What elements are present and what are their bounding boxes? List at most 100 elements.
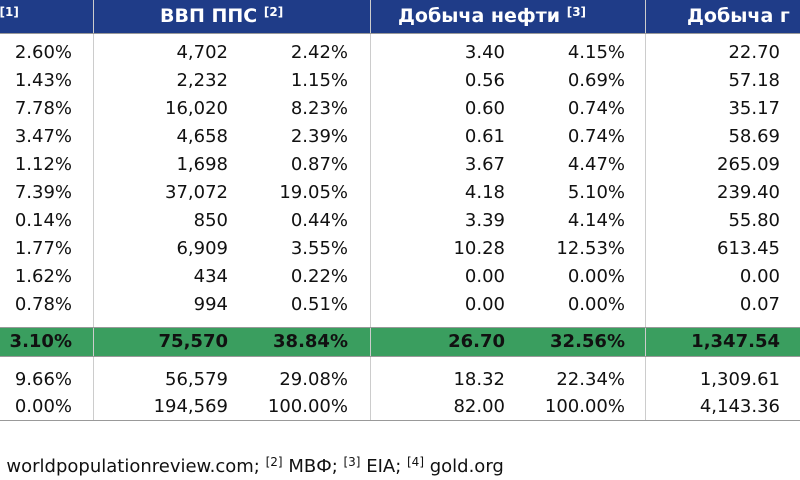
cell-text: 58.69 <box>728 126 780 147</box>
table-cell: 0.61 <box>465 126 505 148</box>
cell-text: 0.44% <box>290 210 348 231</box>
cell-text: 1.43% <box>14 70 72 91</box>
table-cell: 1,309.61 <box>700 369 780 391</box>
cell-text: 10.28 <box>453 238 505 259</box>
cell-text: 0.07 <box>739 294 780 315</box>
table-cell: 100.00% <box>545 396 625 418</box>
cell-text: 1,698 <box>176 154 228 175</box>
footnote-text: EIA; <box>360 456 407 477</box>
cell-text: 850 <box>193 210 228 231</box>
table-cell: 8.23% <box>291 98 348 120</box>
footnote-note: [4] <box>407 455 424 469</box>
table-cell: 1.43% <box>15 70 72 92</box>
table-cell: 3.67 <box>465 154 505 176</box>
cell-text: 994 <box>193 294 228 315</box>
cell-text: 3.39 <box>464 210 505 231</box>
table-cell: 2.60% <box>15 42 72 64</box>
header-note: [2] <box>263 5 284 19</box>
table-cell: 0.00 <box>465 294 505 316</box>
table-cell: 1.15% <box>291 70 348 92</box>
cell-text: 38.84% <box>273 331 348 352</box>
table-cell: 5.10% <box>568 182 625 204</box>
table-cell: 38.84% <box>273 331 348 353</box>
header-note: [3] <box>566 5 587 19</box>
cell-text: 2.60% <box>14 42 72 63</box>
table-cell: 19.05% <box>279 182 348 204</box>
cell-text: 82.00 <box>453 396 505 417</box>
cell-text: 434 <box>193 266 228 287</box>
table-cell: 0.56 <box>465 70 505 92</box>
row-divider <box>0 356 800 357</box>
table-cell: 82.00 <box>453 396 505 418</box>
footnote-note: [2] <box>265 455 283 469</box>
table-cell: 4,702 <box>176 42 228 64</box>
table-cell: 2.42% <box>291 42 348 64</box>
cell-text: 37,072 <box>165 182 228 203</box>
cell-text: 1,347.54 <box>691 331 780 352</box>
cell-text: 16,020 <box>165 98 228 119</box>
table-cell: 0.51% <box>291 294 348 316</box>
cell-text: 22.34% <box>556 369 625 390</box>
table-cell: 265.09 <box>717 154 780 176</box>
table-cell: 434 <box>194 266 228 288</box>
table-cell: 0.00 <box>465 266 505 288</box>
table-cell: 29.08% <box>279 369 348 391</box>
cell-text: 4,143.36 <box>699 396 780 417</box>
cell-text: 0.00% <box>567 266 625 287</box>
cell-text: 18.32 <box>453 369 505 390</box>
header-cell: ВВП ППС [2] <box>160 5 283 27</box>
table-cell: 994 <box>194 294 228 316</box>
table-cell: 0.00% <box>15 396 72 418</box>
cell-text: 56,579 <box>165 369 228 390</box>
cell-text: 57.18 <box>728 70 780 91</box>
table-cell: 6,909 <box>176 238 228 260</box>
cell-text: 5.10% <box>567 182 625 203</box>
row-divider <box>0 33 800 34</box>
table-cell: 2,232 <box>176 70 228 92</box>
footnote-note: [3] <box>343 455 361 469</box>
table-cell: 4.18 <box>465 182 505 204</box>
cell-text: 4.15% <box>567 42 625 63</box>
row-divider <box>0 420 800 421</box>
table-cell: 1,347.54 <box>691 331 780 353</box>
cell-text: 613.45 <box>717 238 780 259</box>
table-cell: 0.44% <box>291 210 348 232</box>
table-cell: 0.07 <box>740 294 780 316</box>
header-cell: Добыча нефти [3] <box>398 5 586 27</box>
cell-text: 29.08% <box>279 369 348 390</box>
cell-text: 32.56% <box>550 331 625 352</box>
cell-text: 2,232 <box>176 70 228 91</box>
table-cell: 0.14% <box>15 210 72 232</box>
cell-text: 4,702 <box>176 42 228 63</box>
table-cell: 0.69% <box>568 70 625 92</box>
footnote-text: gold.org <box>424 456 504 477</box>
cell-text: 6,909 <box>176 238 228 259</box>
table-cell: 0.22% <box>291 266 348 288</box>
table-cell: 1.77% <box>15 238 72 260</box>
cell-text: 0.78% <box>14 294 72 315</box>
table-cell: 16,020 <box>165 98 228 120</box>
table-cell: 0.74% <box>568 126 625 148</box>
cell-text: 0.60 <box>464 98 505 119</box>
table-cell: 239.40 <box>717 182 780 204</box>
table-cell: 9.66% <box>15 369 72 391</box>
table-cell: 0.74% <box>568 98 625 120</box>
footnote-text: МВФ; <box>282 456 344 477</box>
cell-text: 19.05% <box>279 182 348 203</box>
table-cell: 3.47% <box>15 126 72 148</box>
table-cell: 22.70 <box>728 42 780 64</box>
cell-text: 0.00 <box>464 266 505 287</box>
cell-text: 0.00% <box>567 294 625 315</box>
table-cell: 55.80 <box>728 210 780 232</box>
table-cell: 3.55% <box>291 238 348 260</box>
table-cell: 613.45 <box>717 238 780 260</box>
cell-text: 4.18 <box>464 182 505 203</box>
cell-text: 75,570 <box>158 331 228 352</box>
cell-text: 3.67 <box>464 154 505 175</box>
table-cell: 0.00 <box>740 266 780 288</box>
table-cell: 0.00% <box>568 266 625 288</box>
total-row-bg <box>0 328 800 356</box>
table-cell: 2.39% <box>291 126 348 148</box>
column-divider <box>645 0 646 420</box>
